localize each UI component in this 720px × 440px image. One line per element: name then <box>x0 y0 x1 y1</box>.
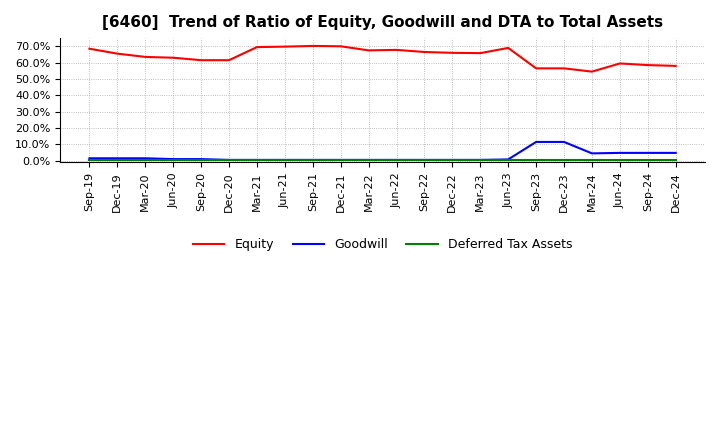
Equity <box>448 50 456 55</box>
Title: [6460]  Trend of Ratio of Equity, Goodwill and DTA to Total Assets: [6460] Trend of Ratio of Equity, Goodwil… <box>102 15 663 30</box>
Goodwill <box>336 157 345 162</box>
Deferred Tax Assets <box>336 158 345 163</box>
Goodwill <box>169 157 178 162</box>
Equity <box>197 58 205 63</box>
Equity <box>588 69 596 74</box>
Deferred Tax Assets <box>392 158 401 163</box>
Equity <box>113 51 122 56</box>
Equity <box>169 55 178 60</box>
Goodwill <box>644 150 652 155</box>
Deferred Tax Assets <box>616 158 624 163</box>
Deferred Tax Assets <box>644 158 652 163</box>
Goodwill <box>364 157 373 162</box>
Equity <box>559 66 568 71</box>
Goodwill <box>671 150 680 155</box>
Deferred Tax Assets <box>308 158 317 163</box>
Legend: Equity, Goodwill, Deferred Tax Assets: Equity, Goodwill, Deferred Tax Assets <box>188 233 577 256</box>
Deferred Tax Assets <box>448 158 456 163</box>
Deferred Tax Assets <box>225 158 233 163</box>
Goodwill <box>253 157 261 162</box>
Equity <box>504 45 513 51</box>
Equity <box>644 62 652 68</box>
Deferred Tax Assets <box>281 158 289 163</box>
Equity <box>85 46 94 51</box>
Goodwill <box>420 157 428 162</box>
Deferred Tax Assets <box>253 158 261 163</box>
Goodwill <box>532 139 541 145</box>
Equity <box>253 44 261 50</box>
Goodwill <box>616 150 624 155</box>
Equity <box>308 43 317 48</box>
Deferred Tax Assets <box>141 158 150 163</box>
Deferred Tax Assets <box>197 158 205 163</box>
Deferred Tax Assets <box>504 158 513 163</box>
Equity <box>336 44 345 49</box>
Line: Goodwill: Goodwill <box>89 142 675 160</box>
Equity <box>476 51 485 56</box>
Deferred Tax Assets <box>113 158 122 163</box>
Goodwill <box>392 157 401 162</box>
Goodwill <box>113 156 122 161</box>
Deferred Tax Assets <box>671 158 680 163</box>
Deferred Tax Assets <box>85 158 94 163</box>
Goodwill <box>308 157 317 162</box>
Equity <box>420 49 428 55</box>
Deferred Tax Assets <box>420 158 428 163</box>
Goodwill <box>559 139 568 145</box>
Equity <box>141 54 150 59</box>
Goodwill <box>197 157 205 162</box>
Equity <box>364 48 373 53</box>
Deferred Tax Assets <box>476 158 485 163</box>
Deferred Tax Assets <box>169 158 178 163</box>
Goodwill <box>281 157 289 162</box>
Equity <box>532 66 541 71</box>
Equity <box>281 44 289 49</box>
Goodwill <box>588 151 596 156</box>
Equity <box>616 61 624 66</box>
Equity <box>225 58 233 63</box>
Line: Equity: Equity <box>89 46 675 72</box>
Goodwill <box>476 157 485 162</box>
Deferred Tax Assets <box>559 158 568 163</box>
Equity <box>392 47 401 52</box>
Goodwill <box>225 157 233 162</box>
Goodwill <box>85 156 94 161</box>
Goodwill <box>448 157 456 162</box>
Goodwill <box>504 157 513 162</box>
Goodwill <box>141 156 150 161</box>
Equity <box>671 63 680 69</box>
Deferred Tax Assets <box>588 158 596 163</box>
Deferred Tax Assets <box>364 158 373 163</box>
Deferred Tax Assets <box>532 158 541 163</box>
